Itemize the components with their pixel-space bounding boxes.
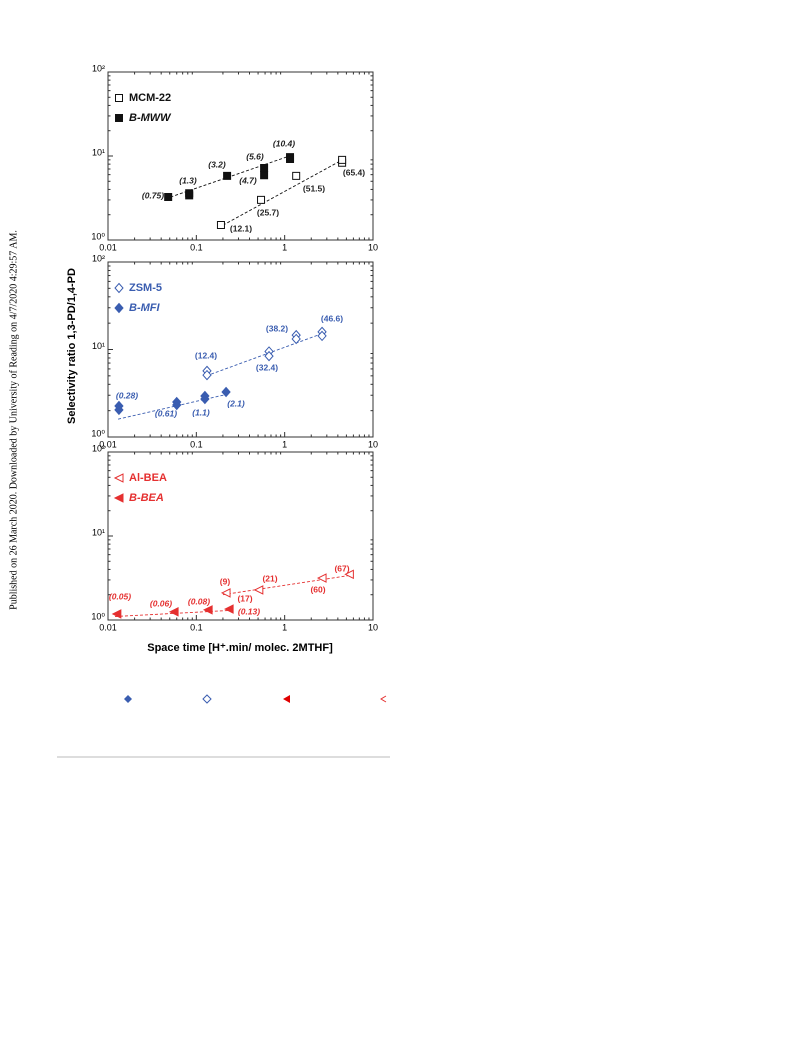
data-point xyxy=(202,369,212,381)
point-annotation: (0.05) xyxy=(109,591,131,601)
data-point xyxy=(260,171,269,180)
point-annotation: (4.7) xyxy=(239,175,257,185)
point-annotation: (0.06) xyxy=(150,598,172,608)
legend-label: Al-BEA xyxy=(129,472,167,484)
data-point xyxy=(185,189,194,198)
point-annotation: (0.28) xyxy=(116,390,138,400)
data-point xyxy=(316,573,327,583)
data-point xyxy=(257,195,266,204)
point-annotation: (25.7) xyxy=(257,207,279,217)
data-point xyxy=(200,393,210,405)
x-tick-label: 1 xyxy=(282,242,287,252)
x-tick-label: 0.1 xyxy=(190,242,203,252)
legend-marker xyxy=(115,114,123,122)
x-tick-label: 0.01 xyxy=(99,622,117,632)
data-point xyxy=(291,333,301,345)
x-tick-label: 0.1 xyxy=(190,622,203,632)
point-annotation: (0.61) xyxy=(155,408,177,418)
trend-line xyxy=(222,574,351,596)
data-point xyxy=(253,585,264,595)
x-axis-label: Space time [H⁺.min/ molec. 2MTHF] xyxy=(147,642,333,654)
legend-label: MCM-22 xyxy=(129,92,171,104)
legend-label: B-MWW xyxy=(129,112,172,124)
data-point xyxy=(164,193,173,202)
point-annotation: (46.6) xyxy=(321,313,343,323)
legend-label: B-MFI xyxy=(129,302,160,314)
data-point xyxy=(203,605,213,615)
point-annotation: (21) xyxy=(262,573,277,583)
point-annotation: (32.4) xyxy=(256,362,278,372)
y-tick-label: 10⁰ xyxy=(91,611,105,621)
y-tick-label: 10⁰ xyxy=(91,231,105,241)
trend-line xyxy=(117,393,229,420)
point-annotation: (67) xyxy=(334,563,349,573)
legend-marker xyxy=(113,473,124,483)
data-point xyxy=(292,171,301,180)
data-point xyxy=(221,386,231,398)
y-tick-label: 10² xyxy=(92,253,105,263)
data-point xyxy=(220,588,231,598)
x-tick-label: 0.01 xyxy=(99,242,117,252)
data-point xyxy=(264,350,274,362)
legend-marker xyxy=(113,493,124,503)
x-tick-label: 1 xyxy=(282,622,287,632)
legend-label: B-BEA xyxy=(129,492,164,504)
data-point xyxy=(223,171,232,180)
data-point xyxy=(168,607,179,617)
point-annotation: (51.5) xyxy=(303,183,325,193)
data-point xyxy=(344,569,354,580)
data-point xyxy=(216,220,225,229)
icon xyxy=(124,695,132,703)
point-annotation: (65.4) xyxy=(343,167,365,177)
point-annotation: (38.2) xyxy=(266,323,288,333)
y-axis-label: Selectivity ratio 1,3-PD/1,4-PD xyxy=(66,268,78,424)
point-annotation: (12.4) xyxy=(195,350,217,360)
data-point xyxy=(260,163,269,172)
point-annotation: (2.1) xyxy=(227,398,245,408)
point-annotation: (17) xyxy=(237,593,252,603)
point-annotation: (12.1) xyxy=(230,223,252,233)
y-tick-label: 10¹ xyxy=(92,527,105,537)
icon xyxy=(202,694,212,704)
data-point xyxy=(111,609,122,619)
sidebar: Published on 26 March 2020. Downloaded b… xyxy=(8,230,19,610)
y-tick-label: 10² xyxy=(92,63,105,73)
point-annotation: (0.13) xyxy=(238,606,260,616)
x-tick-label: 10 xyxy=(368,622,378,632)
icon xyxy=(283,695,290,703)
point-annotation: (9) xyxy=(220,576,231,586)
x-tick-label: 10 xyxy=(368,439,378,449)
x-tick-label: 0.1 xyxy=(190,439,203,449)
point-annotation: (3.2) xyxy=(208,159,226,169)
data-point xyxy=(223,604,234,614)
trend-line xyxy=(206,332,325,377)
y-tick-label: 10¹ xyxy=(92,341,105,351)
point-annotation: (10.4) xyxy=(273,138,295,148)
point-annotation: (60) xyxy=(310,584,325,594)
y-tick-label: 10¹ xyxy=(92,147,105,157)
data-point xyxy=(114,404,124,416)
data-point xyxy=(286,155,295,164)
y-tick-label: 10⁰ xyxy=(91,428,105,438)
legend-marker xyxy=(114,282,124,294)
point-annotation: (5.6) xyxy=(246,151,264,161)
point-annotation: (1.1) xyxy=(192,407,210,417)
point-annotation: (0.75) xyxy=(142,190,164,200)
x-tick-label: 1 xyxy=(282,439,287,449)
x-tick-label: 0.01 xyxy=(99,439,117,449)
data-point xyxy=(338,155,347,164)
point-annotation: (0.08) xyxy=(188,596,210,606)
y-tick-label: 10² xyxy=(92,443,105,453)
trend-line xyxy=(222,159,343,226)
legend-label: ZSM-5 xyxy=(129,282,162,294)
legend-marker xyxy=(114,302,124,314)
data-point xyxy=(317,330,327,342)
x-tick-label: 10 xyxy=(368,242,378,252)
point-annotation: (1.3) xyxy=(179,175,197,185)
icon xyxy=(380,695,387,703)
legend-marker xyxy=(115,94,123,102)
data-point xyxy=(172,399,182,411)
